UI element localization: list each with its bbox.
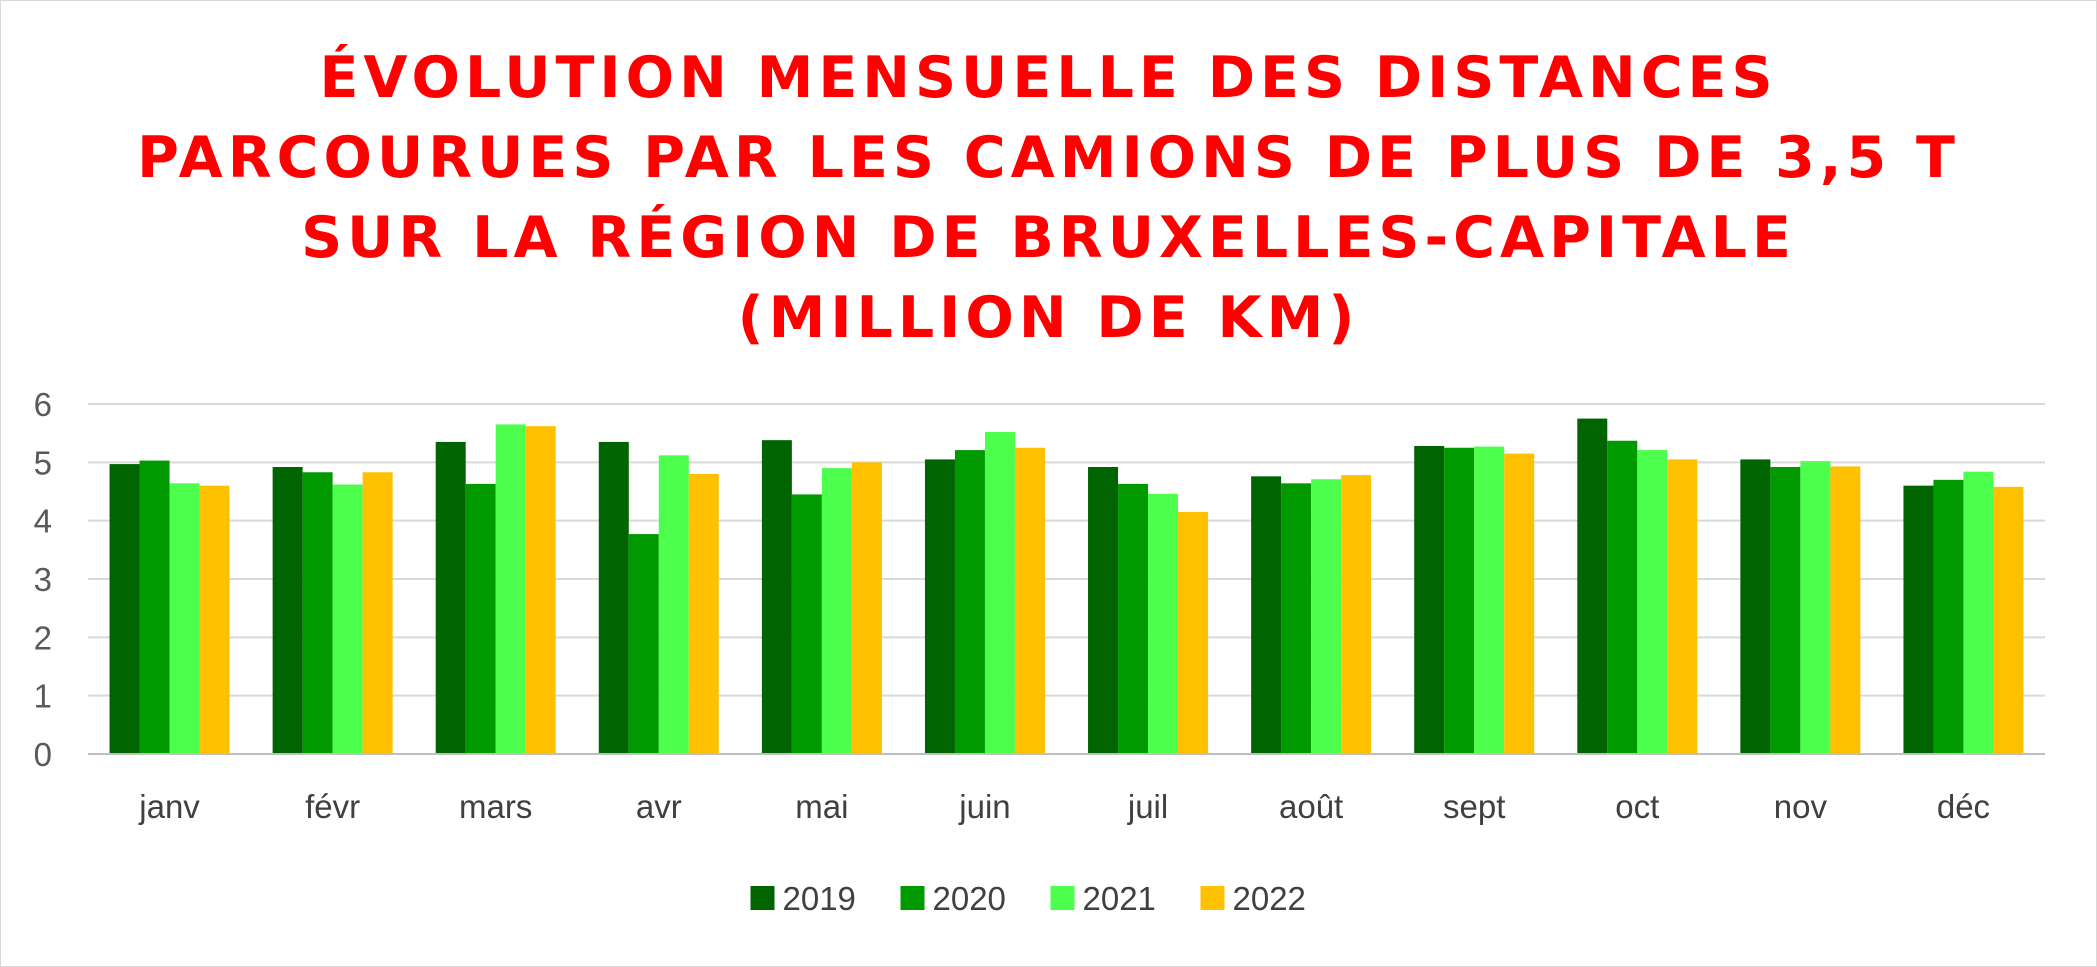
bar-nov-2021 bbox=[1800, 461, 1831, 754]
bar-mars-2020 bbox=[465, 483, 496, 754]
legend-swatch-2021 bbox=[1050, 886, 1075, 910]
legend-swatch-2022 bbox=[1200, 886, 1225, 910]
bar-juil-2020 bbox=[1118, 483, 1149, 754]
y-axis-ticks: 0 1 2 3 4 5 6 bbox=[34, 386, 52, 773]
bar-janv-2019 bbox=[109, 464, 140, 754]
bar-aout-2021 bbox=[1311, 479, 1342, 754]
legend-swatch-2019 bbox=[750, 886, 775, 910]
bar-avr-2022 bbox=[688, 474, 719, 754]
bar-oct-2019 bbox=[1577, 418, 1608, 754]
bar-juil-2019 bbox=[1088, 467, 1119, 754]
bar-oct-2021 bbox=[1637, 450, 1668, 754]
bar-janv-2021 bbox=[169, 483, 200, 754]
bar-janv-2020 bbox=[139, 460, 170, 754]
x-tick-label-oct: oct bbox=[1615, 788, 1659, 825]
bar-mai-2022 bbox=[851, 462, 882, 754]
bar-juil-2022 bbox=[1178, 511, 1209, 754]
y-tick-label-1: 1 bbox=[34, 678, 52, 715]
x-tick-label-juin: juin bbox=[958, 788, 1010, 825]
x-tick-label-nov: nov bbox=[1774, 788, 1828, 825]
bar-avr-2021 bbox=[658, 455, 689, 754]
bar-mars-2019 bbox=[435, 441, 466, 754]
bar-avr-2019 bbox=[598, 441, 629, 754]
gridlines bbox=[88, 403, 2045, 697]
y-tick-label-0: 0 bbox=[34, 736, 52, 773]
y-tick-label-2: 2 bbox=[34, 619, 52, 656]
chart-title-line-1: ÉVOLUTION MENSUELLE DES DISTANCES bbox=[319, 45, 1778, 111]
bar-juil-2021 bbox=[1148, 493, 1179, 754]
bar-mars-2022 bbox=[525, 426, 556, 754]
bar-sept-2020 bbox=[1444, 447, 1475, 754]
bar-fevr-2022 bbox=[362, 472, 393, 754]
legend-label-2021: 2021 bbox=[1083, 880, 1156, 917]
bars bbox=[109, 418, 2024, 754]
y-tick-label-3: 3 bbox=[34, 561, 52, 598]
bar-dec-2021 bbox=[1963, 471, 1994, 754]
bar-aout-2022 bbox=[1341, 475, 1372, 754]
bar-juin-2022 bbox=[1014, 447, 1045, 754]
bar-sept-2022 bbox=[1504, 453, 1535, 754]
bar-mars-2021 bbox=[495, 424, 526, 754]
x-tick-label-avr: avr bbox=[636, 788, 682, 825]
x-axis-labels: janv févr mars avr mai juin juil août sept oct nov… bbox=[138, 788, 1990, 825]
legend: 2019 2020 2021 2022 bbox=[750, 880, 1306, 917]
bar-fevr-2019 bbox=[272, 467, 303, 754]
legend-swatch-2020 bbox=[900, 886, 925, 910]
x-tick-label-fevr: févr bbox=[305, 788, 360, 825]
x-tick-label-dec: déc bbox=[1937, 788, 1990, 825]
chart-title-line-4: (MILLION DE KM) bbox=[737, 285, 1360, 351]
bar-nov-2019 bbox=[1740, 459, 1771, 754]
x-tick-label-mars: mars bbox=[459, 788, 532, 825]
bar-avr-2020 bbox=[628, 534, 659, 754]
bar-oct-2020 bbox=[1607, 440, 1638, 754]
y-tick-label-4: 4 bbox=[34, 503, 52, 540]
legend-label-2019: 2019 bbox=[783, 880, 856, 917]
bar-dec-2022 bbox=[1993, 486, 2024, 754]
bar-sept-2021 bbox=[1474, 446, 1505, 754]
y-tick-label-5: 5 bbox=[34, 444, 52, 481]
bar-janv-2022 bbox=[199, 485, 230, 754]
legend-label-2022: 2022 bbox=[1233, 880, 1306, 917]
bar-nov-2020 bbox=[1770, 467, 1801, 754]
x-tick-label-sept: sept bbox=[1443, 788, 1505, 825]
bar-mai-2020 bbox=[791, 494, 822, 754]
bar-oct-2022 bbox=[1667, 459, 1698, 754]
x-tick-label-janv: janv bbox=[138, 788, 200, 825]
chart-title-line-2: PARCOURUES PAR LES CAMIONS DE PLUS DE 3,… bbox=[137, 125, 1960, 191]
bar-aout-2020 bbox=[1281, 483, 1312, 754]
y-tick-label-6: 6 bbox=[34, 386, 52, 423]
chart-title: ÉVOLUTION MENSUELLE DES DISTANCES PARCOU… bbox=[0, 38, 2097, 358]
bar-sept-2019 bbox=[1414, 446, 1445, 754]
chart-title-line-3: SUR LA RÉGION DE BRUXELLES-CAPITALE bbox=[301, 205, 1796, 271]
bar-mai-2019 bbox=[761, 440, 792, 754]
bar-juin-2021 bbox=[984, 432, 1015, 754]
bar-mai-2021 bbox=[821, 468, 852, 754]
bar-juin-2019 bbox=[924, 459, 955, 754]
bar-fevr-2021 bbox=[332, 484, 363, 754]
bar-dec-2020 bbox=[1933, 479, 1964, 754]
x-tick-label-juil: juil bbox=[1127, 788, 1168, 825]
bar-dec-2019 bbox=[1903, 485, 1934, 754]
bar-fevr-2020 bbox=[302, 472, 333, 754]
x-tick-label-mai: mai bbox=[795, 788, 848, 825]
legend-label-2020: 2020 bbox=[933, 880, 1006, 917]
bar-nov-2022 bbox=[1830, 466, 1861, 754]
x-tick-label-aout: août bbox=[1279, 788, 1343, 825]
bar-aout-2019 bbox=[1251, 476, 1282, 754]
bar-juin-2020 bbox=[954, 450, 985, 754]
